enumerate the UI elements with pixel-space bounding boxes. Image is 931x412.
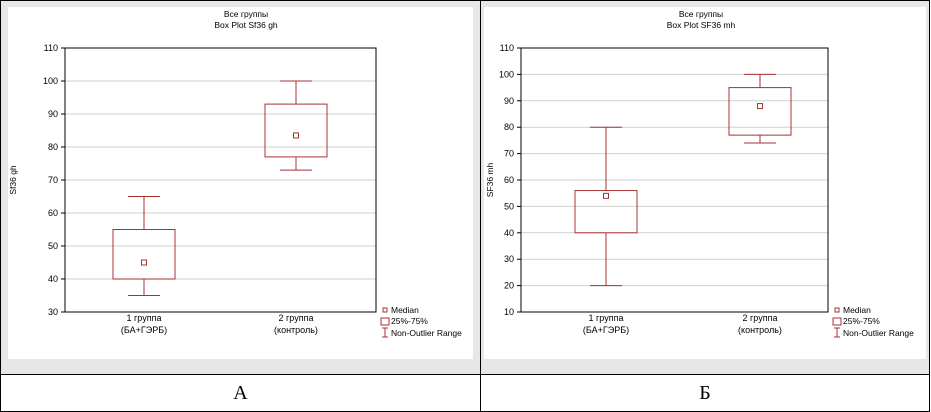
y-tick-label: 50 — [504, 201, 514, 211]
y-tick-label: 100 — [43, 76, 58, 86]
x-category-label: (БА+ГЭРБ) — [583, 325, 629, 335]
legend-box-label: 25%-75% — [391, 316, 428, 326]
median-marker — [757, 103, 763, 110]
median-marker — [603, 192, 609, 199]
median-marker — [141, 259, 147, 266]
y-tick-label: 10 — [504, 307, 514, 317]
y-tick-label: 110 — [44, 43, 58, 53]
chart-title-line: Все группы — [224, 9, 268, 19]
legend-range-label: Non-Outlier Range — [843, 328, 914, 338]
iqr-box — [264, 103, 328, 158]
y-tick-label: 70 — [504, 149, 514, 159]
y-tick-label: 100 — [499, 69, 514, 79]
chart-panel — [8, 7, 473, 359]
chart-cell-b: Все группы Box Plot SF36 mh 10 20 30 40 50 60 70… — [480, 0, 930, 375]
chart-title-line: Box Plot SF36 mh — [667, 20, 736, 30]
iqr-box — [112, 229, 176, 280]
iqr-box — [574, 190, 638, 234]
y-tick-label: 80 — [48, 142, 58, 152]
y-tick-label: 30 — [504, 254, 514, 264]
y-tick-label: 70 — [48, 175, 58, 185]
legend-median-swatch — [382, 307, 388, 313]
x-category-label: 2 группа — [743, 313, 778, 323]
y-tick-label: 60 — [48, 208, 58, 218]
chart-title-line: Все группы — [679, 9, 723, 19]
x-category-label: (контроль) — [738, 325, 782, 335]
x-category-label: (контроль) — [274, 325, 318, 335]
legend-box-label: 25%-75% — [843, 316, 880, 326]
iqr-box — [728, 87, 792, 136]
y-tick-label: 110 — [500, 43, 514, 53]
y-tick-label: 30 — [48, 307, 58, 317]
legend-median-label: Median — [391, 305, 419, 315]
y-tick-label: 90 — [504, 96, 514, 106]
median-marker — [293, 132, 299, 139]
caption-a: А — [0, 374, 481, 412]
x-category-label: 1 группа — [589, 313, 624, 323]
x-category-label: 1 группа — [127, 313, 162, 323]
y-tick-label: 20 — [504, 281, 514, 291]
y-tick-label: 90 — [48, 109, 58, 119]
caption-b: Б — [480, 374, 930, 412]
y-tick-label: 40 — [48, 274, 58, 284]
legend-box-swatch — [380, 317, 390, 326]
plot-frame — [520, 47, 829, 313]
plot-frame — [64, 47, 377, 313]
y-tick-label: 50 — [48, 241, 58, 251]
y-tick-label: 80 — [504, 122, 514, 132]
legend-median-swatch — [834, 307, 840, 313]
y-axis-label: SF36 mh — [485, 162, 495, 197]
chart-title-line: Box Plot Sf36 gh — [214, 20, 278, 30]
x-category-label: (БА+ГЭРБ) — [121, 325, 167, 335]
y-tick-label: 40 — [504, 228, 514, 238]
legend-median-label: Median — [843, 305, 871, 315]
legend-box-swatch — [832, 317, 842, 326]
x-category-label: 2 группа — [279, 313, 314, 323]
chart-cell-a: Все группы Box Plot Sf36 gh 30 40 50 60 70 80 90… — [0, 0, 481, 375]
y-tick-label: 60 — [504, 175, 514, 185]
chart-panel — [484, 7, 926, 359]
y-axis-label: Sf36 gh — [8, 165, 18, 195]
legend-range-label: Non-Outlier Range — [391, 328, 462, 338]
